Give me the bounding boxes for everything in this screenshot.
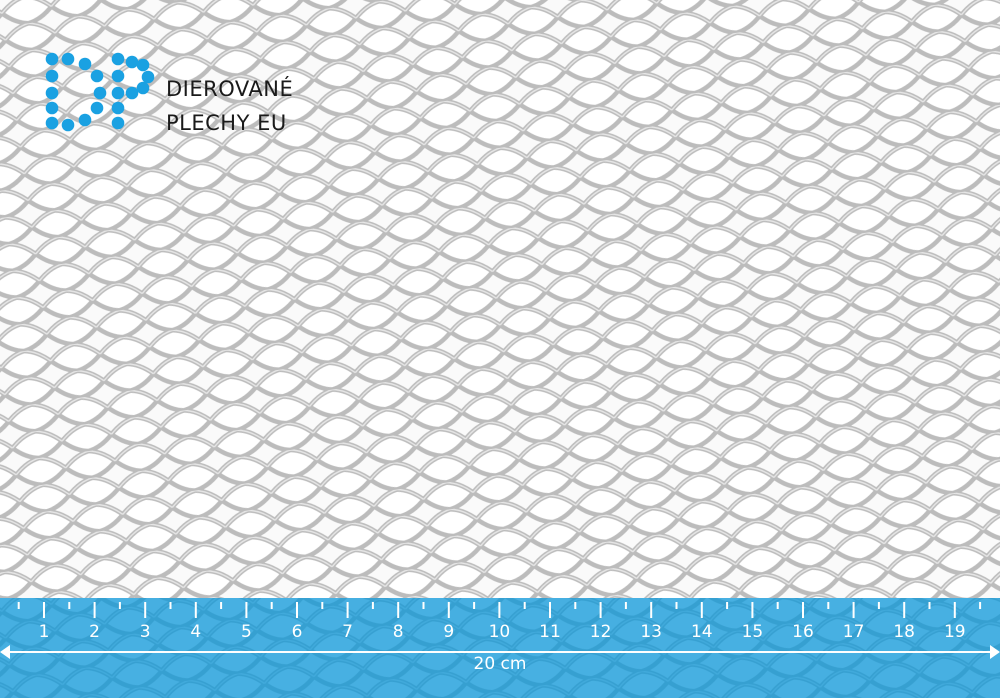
logo-dot xyxy=(125,86,139,100)
logo-dot xyxy=(45,116,59,130)
ruler-label: 15 xyxy=(741,622,764,642)
ruler-label: 2 xyxy=(89,622,101,642)
ruler-label: 9 xyxy=(443,622,455,642)
ruler-label: 1 xyxy=(38,622,50,642)
ruler-label: 13 xyxy=(640,622,663,642)
logo-dot xyxy=(78,57,92,71)
ruler-label: 6 xyxy=(291,622,303,642)
logo-dot xyxy=(90,69,104,83)
logo-dot xyxy=(136,81,150,95)
brand-line-2: PLECHY EU xyxy=(166,111,287,135)
logo-dot xyxy=(111,116,125,130)
logo-dot xyxy=(45,101,59,115)
ruler-label: 10 xyxy=(488,622,511,642)
ruler-label: 5 xyxy=(240,622,252,642)
logo-dot xyxy=(125,55,139,69)
ruler-label: 4 xyxy=(190,622,202,642)
ruler-label: 3 xyxy=(139,622,151,642)
ruler xyxy=(0,598,1000,698)
logo-dot xyxy=(111,52,125,66)
logo-dot xyxy=(93,86,107,100)
logo-dot xyxy=(61,52,75,66)
ruler-label: 14 xyxy=(690,622,713,642)
logo-dot xyxy=(141,70,155,84)
ruler-label: 7 xyxy=(342,622,354,642)
total-width-label: 20 cm xyxy=(473,654,527,674)
ruler-label: 16 xyxy=(792,622,814,642)
logo-dot xyxy=(61,118,75,132)
logo-dot xyxy=(111,69,125,83)
logo-dot xyxy=(111,86,125,100)
ruler-label: 8 xyxy=(392,622,404,642)
ruler-label: 12 xyxy=(589,622,612,642)
ruler-label: 11 xyxy=(539,622,561,642)
ruler-label: 18 xyxy=(893,622,916,642)
logo-dot xyxy=(45,52,59,66)
logo-dot xyxy=(45,86,59,100)
logo-dot xyxy=(90,101,104,115)
logo-dot xyxy=(111,101,125,115)
logo-dot xyxy=(45,69,59,83)
logo-icon xyxy=(45,52,155,132)
logo-dot xyxy=(78,113,92,127)
brand-line-1: DIEROVANÉ xyxy=(166,77,294,101)
ruler-label: 19 xyxy=(943,622,966,642)
logo-dot xyxy=(136,58,150,72)
ruler-label: 17 xyxy=(842,622,865,642)
